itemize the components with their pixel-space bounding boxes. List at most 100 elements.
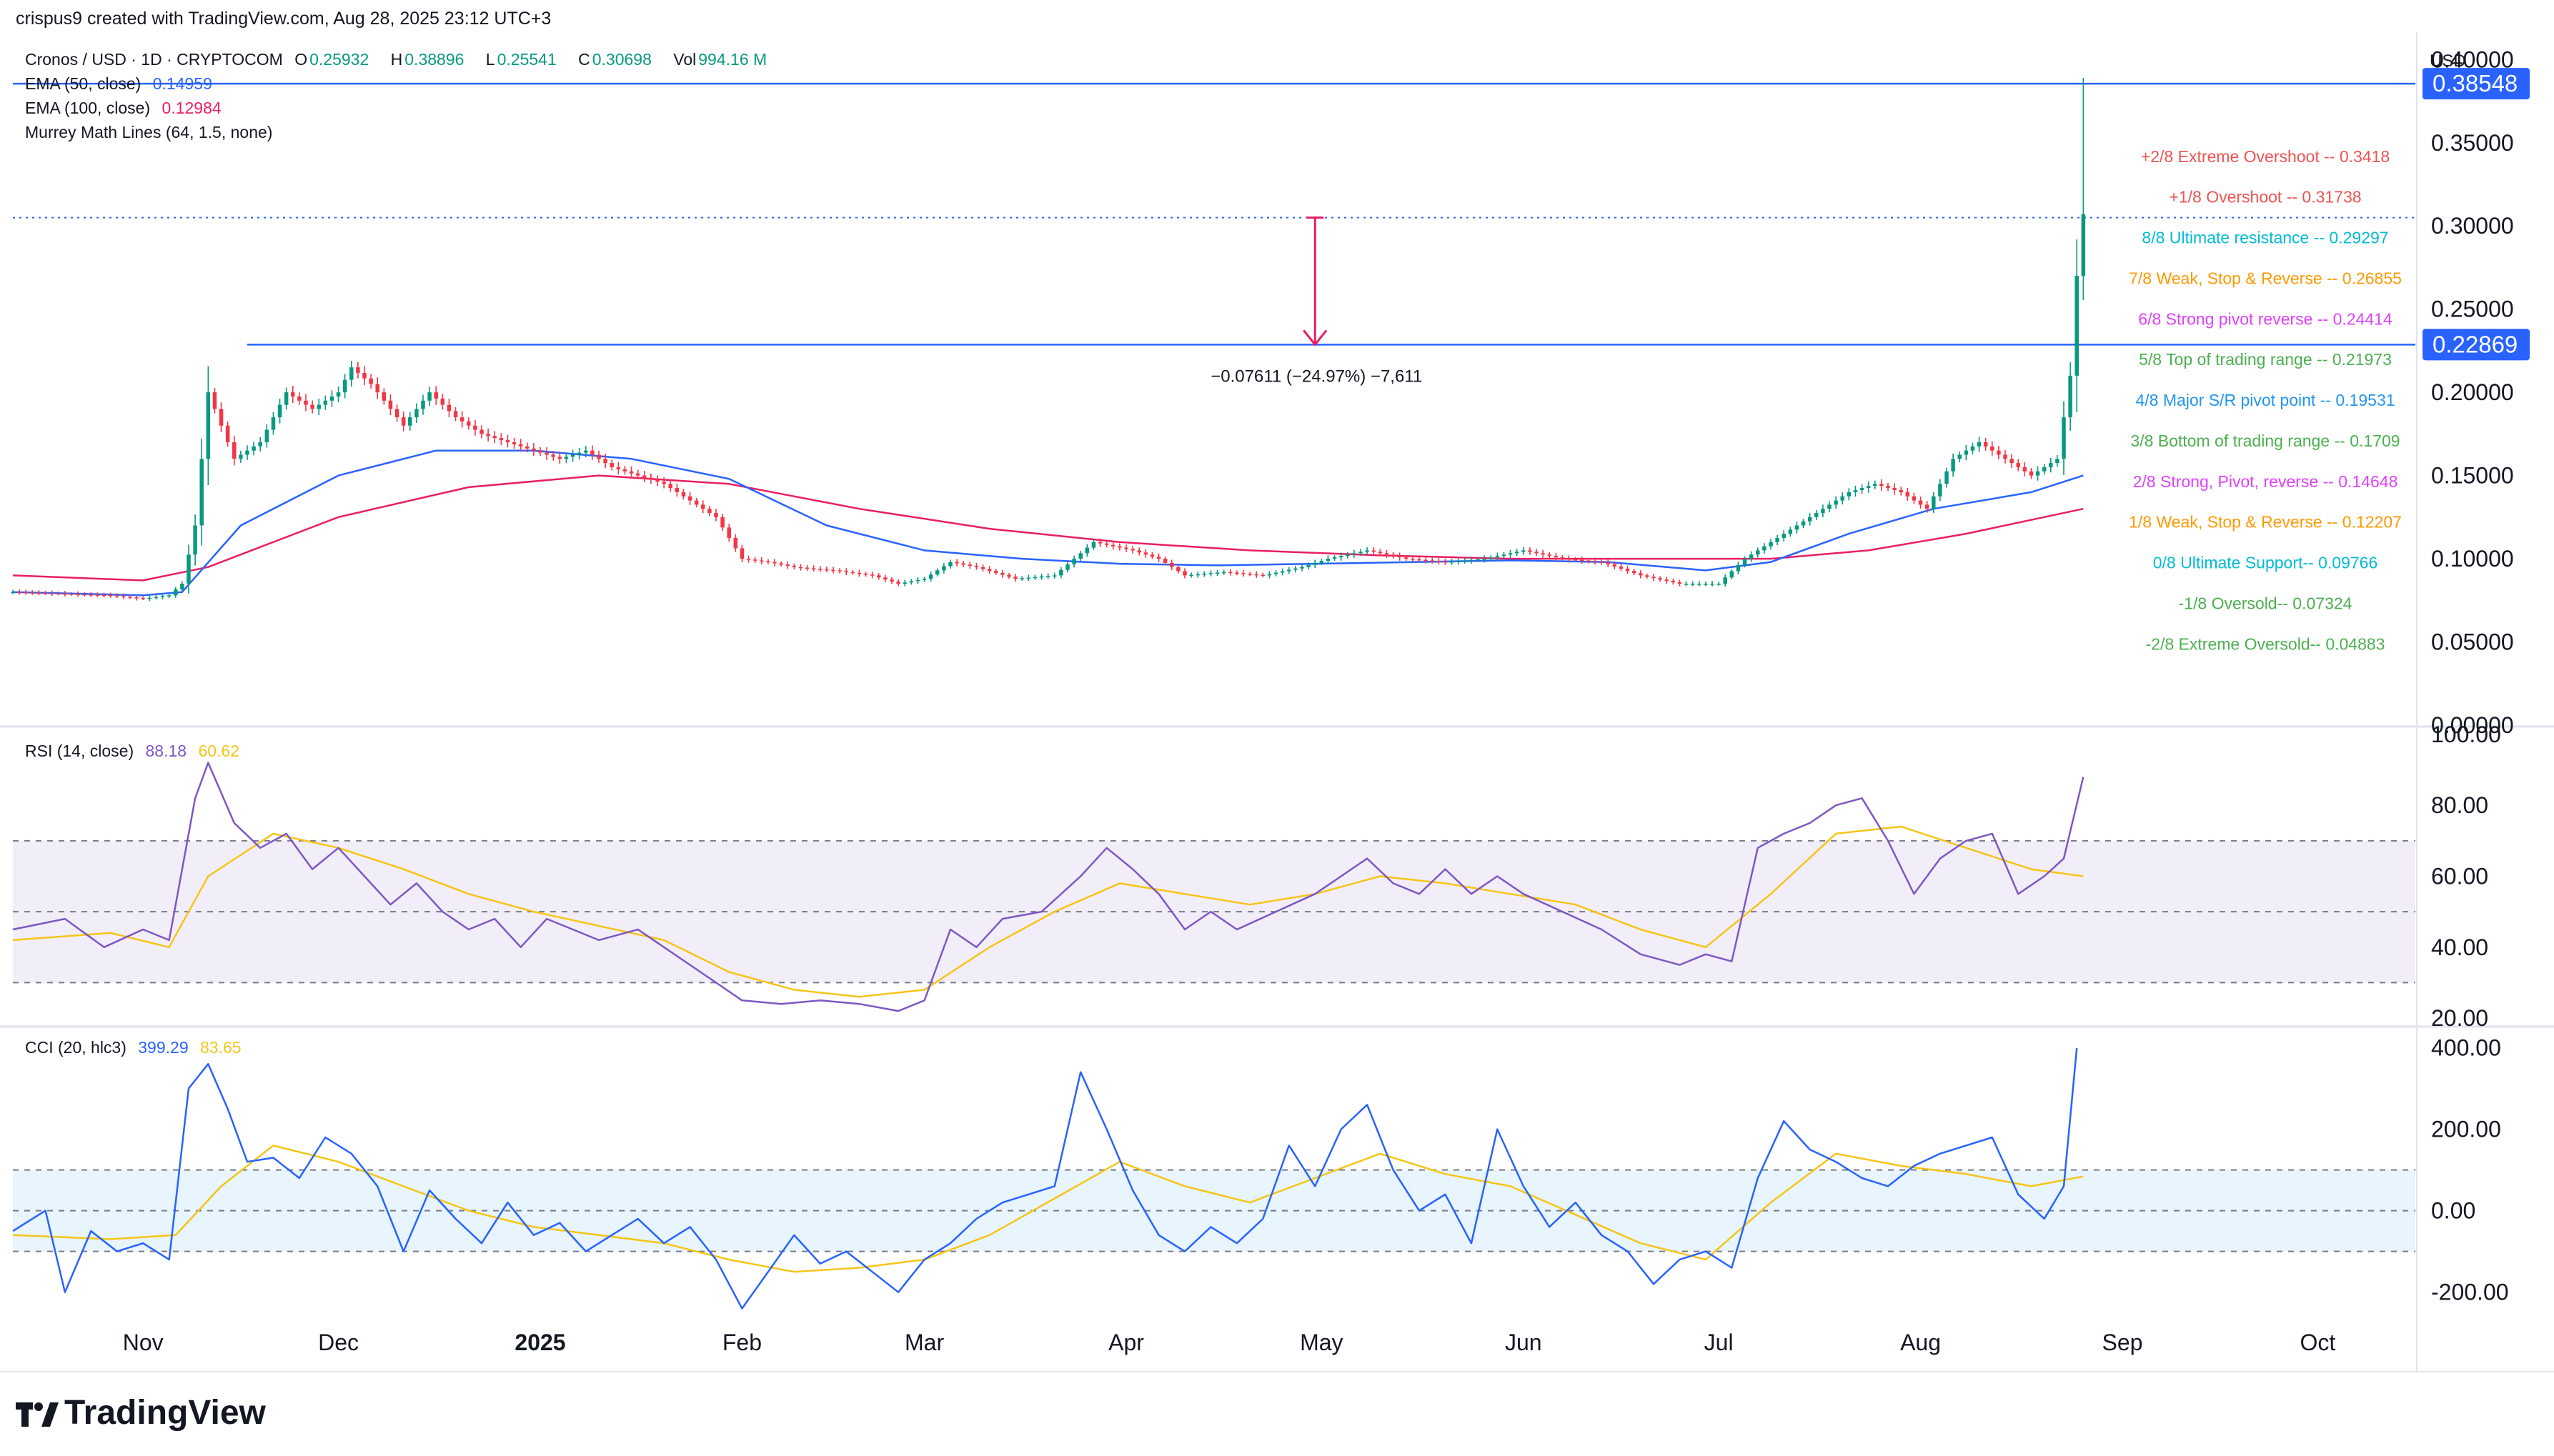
candle-body	[1723, 577, 1727, 584]
candle-body	[1248, 574, 1252, 575]
candle-body	[1762, 546, 1767, 551]
candle-body	[1521, 550, 1526, 552]
candle-body	[375, 384, 379, 393]
candle-body	[1566, 559, 1571, 560]
candle-body	[1189, 574, 1193, 577]
candle-body	[284, 392, 289, 405]
candle-body	[1827, 504, 1832, 509]
candle-body	[1026, 577, 1031, 579]
murrey-level-label: +2/8 Extreme Overshoot -- 0.3418	[2141, 147, 2390, 166]
candle-body	[1436, 561, 1441, 562]
candle-body	[11, 592, 15, 594]
ema50-legend[interactable]: EMA (50, close) 0.14959	[25, 74, 219, 94]
candle-body	[245, 450, 249, 455]
ema50-label: EMA (50, close)	[25, 74, 141, 93]
candle-body	[1658, 578, 1662, 580]
candle-body	[121, 596, 126, 597]
candle-body	[356, 367, 360, 373]
candle-body	[382, 392, 387, 401]
candle-body	[1807, 517, 1812, 522]
candle-body	[1280, 571, 1285, 573]
candle-body	[1859, 488, 1864, 490]
candle-body	[1664, 579, 1669, 582]
candle-body	[994, 571, 998, 573]
candle-body	[1156, 557, 1161, 559]
candle-body	[76, 594, 80, 595]
candle-body	[779, 563, 783, 565]
candle-body	[662, 482, 666, 484]
tv-logo-icon	[16, 1396, 59, 1427]
rsi-legend[interactable]: RSI (14, close) 88.18 60.62	[25, 742, 247, 761]
candle-body	[1202, 574, 1207, 575]
cci-legend[interactable]: CCI (20, hlc3) 399.29 83.65	[25, 1038, 249, 1057]
symbol-legend[interactable]: Cronos / USD · 1D · CRYPTOCOM O 0.25932 H…	[25, 50, 781, 69]
candle-body	[727, 527, 731, 538]
candle-body	[1514, 552, 1519, 554]
candle-body	[2029, 471, 2034, 476]
candle-body	[1749, 554, 1754, 559]
candle-body	[792, 565, 797, 567]
candle-body	[545, 452, 549, 455]
candle-body	[903, 582, 907, 584]
candle-body	[616, 467, 621, 469]
candle-body	[1456, 561, 1461, 562]
candle-body	[668, 484, 672, 489]
candle-body	[538, 450, 542, 453]
candle-body	[480, 429, 484, 434]
candle-body	[857, 572, 862, 574]
ema100-legend[interactable]: EMA (100, close) 0.12984	[25, 99, 229, 118]
candle-body	[486, 434, 490, 437]
candle-body	[2035, 471, 2040, 476]
murrey-level-label: 8/8 Ultimate resistance -- 0.29297	[2142, 229, 2388, 247]
candle-body	[30, 592, 35, 594]
murrey-level-label: 4/8 Major S/R pivot point -- 0.19531	[2135, 391, 2395, 409]
murrey-legend[interactable]: Murrey Math Lines (64, 1.5, none)	[25, 123, 279, 142]
candle-body	[1176, 567, 1181, 572]
candle-body	[193, 525, 197, 555]
candle-body	[1378, 552, 1383, 554]
cci-signal-value: 83.65	[200, 1038, 242, 1057]
candle-body	[2081, 214, 2086, 276]
candle-body	[1221, 572, 1226, 574]
candle-body	[518, 444, 523, 447]
candle-body	[825, 569, 829, 571]
candle-body	[915, 579, 920, 582]
candle-body	[1964, 450, 1969, 455]
candle-body	[336, 392, 341, 397]
price-label-box	[2423, 329, 2530, 361]
candle-body	[649, 477, 653, 480]
candle-body	[1463, 560, 1467, 562]
cci-axis-tick: 200.00	[2431, 1117, 2501, 1142]
candle-body	[1977, 442, 1982, 447]
candle-body	[232, 442, 237, 459]
candle-body	[1476, 559, 1480, 561]
candle-body	[101, 594, 106, 597]
candle-body	[1111, 544, 1115, 547]
candle-body	[2022, 467, 2027, 472]
candle-body	[1215, 572, 1220, 574]
candle-body	[863, 574, 868, 575]
candle-body	[603, 459, 607, 464]
candle-body	[115, 595, 119, 597]
candle-body	[1033, 577, 1038, 579]
candle-body	[154, 597, 159, 599]
candle-body	[1671, 581, 1676, 583]
time-axis-tick: Sep	[2102, 1330, 2143, 1355]
candle-body	[1886, 486, 1890, 489]
price-axis-tick: 0.05000	[2431, 629, 2514, 655]
candle-body	[720, 517, 725, 528]
candle-body	[1423, 559, 1428, 562]
currency-label[interactable]: USD	[2430, 51, 2466, 71]
candle-body	[610, 463, 614, 467]
rsi-axis-tick: 60.00	[2431, 864, 2488, 889]
candle-body	[557, 457, 562, 459]
murrey-level-label: 0/8 Ultimate Support-- 0.09766	[2153, 554, 2378, 572]
candle-body	[928, 574, 933, 579]
ema100-line	[12, 474, 2084, 582]
symbol-name[interactable]: Cronos / USD · 1D · CRYPTOCOM	[25, 50, 283, 69]
candle-body	[1508, 553, 1513, 555]
candle-body	[968, 564, 973, 566]
ohlc-volume: Vol 994.16 M	[673, 50, 767, 69]
candle-body	[1495, 556, 1500, 558]
